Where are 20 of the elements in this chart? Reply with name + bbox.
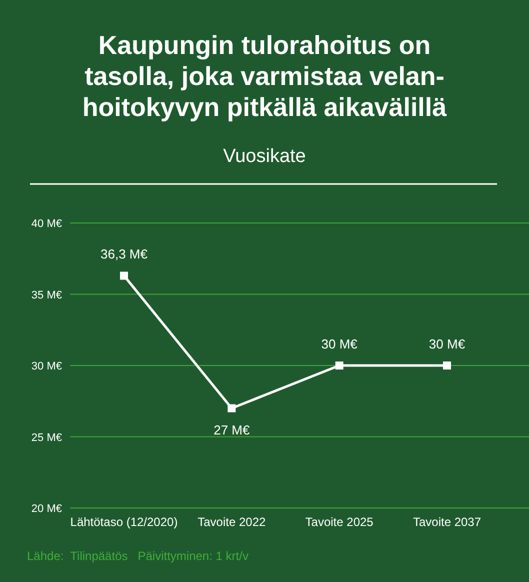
point [228,404,236,412]
point [443,362,451,370]
y-tick-label: 25 M€ [31,432,62,444]
data-label: 30 M€ [321,336,358,352]
y-tick-label: 30 M€ [31,360,62,372]
chart-title: Kaupungin tulorahoitus on tasolla, joka varmistaa velan- hoitokyvyn pitkällä aikavälillä [82,30,448,122]
chart-subtitle: Vuosikate [223,146,306,167]
point [120,272,128,280]
y-tick-label: 40 M€ [31,218,62,230]
y-tick-label: 20 M€ [31,503,62,515]
x-tick-label: Tavoite 2022 [198,515,266,529]
x-tick-label: Tavoite 2037 [412,515,482,529]
data-label: 27 M€ [214,422,250,438]
x-tick-label: Tavoite 2025 [305,515,374,529]
y-tick-label: 35 M€ [31,289,62,302]
point [335,362,344,370]
x-tick-label: Lähtötaso (12/2020) [70,515,178,529]
data-label: 30 M€ [428,336,466,352]
data-label: 36,3 M€ [100,246,148,262]
text: Lähde: Tilinpäätös Päivittyminen: 1 krt/v [27,549,248,563]
